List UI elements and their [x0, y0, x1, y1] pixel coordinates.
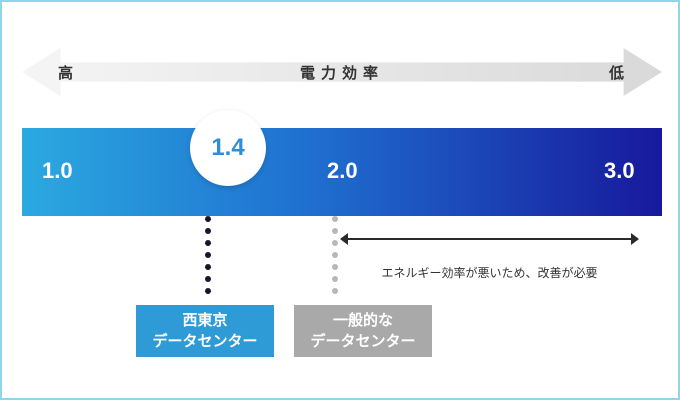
connector-dots-general — [332, 216, 338, 294]
scale-value-2-0: 2.0 — [327, 158, 358, 184]
scale-value-1-0: 1.0 — [42, 158, 73, 184]
range-annotation-text: エネルギー効率が悪いため、改善が必要 — [342, 264, 637, 281]
label-power-efficiency: 電力効率 — [300, 62, 384, 83]
label-box-general-datacenter: 一般的な データセンター — [294, 305, 432, 357]
label-box-nishitokyo-datacenter: 西東京 データセンター — [136, 305, 274, 357]
power-efficiency-banner: 高 電力効率 低 — [22, 48, 662, 96]
double-headed-arrow-icon — [342, 238, 637, 256]
range-annotation: エネルギー効率が悪いため、改善が必要 — [342, 238, 637, 281]
connector-dots-nishitokyo — [205, 216, 211, 294]
highlight-circle-1-4: 1.4 — [190, 110, 266, 186]
pue-scale-bar: 1.0 2.0 3.0 1.4 — [22, 128, 662, 216]
diagram-root: 高 電力効率 低 1.0 2.0 3.0 1.4 エネルギー効率が悪いため、改善… — [2, 2, 678, 398]
label-low: 低 — [609, 62, 626, 83]
label-high: 高 — [58, 62, 75, 83]
scale-value-3-0: 3.0 — [604, 158, 635, 184]
